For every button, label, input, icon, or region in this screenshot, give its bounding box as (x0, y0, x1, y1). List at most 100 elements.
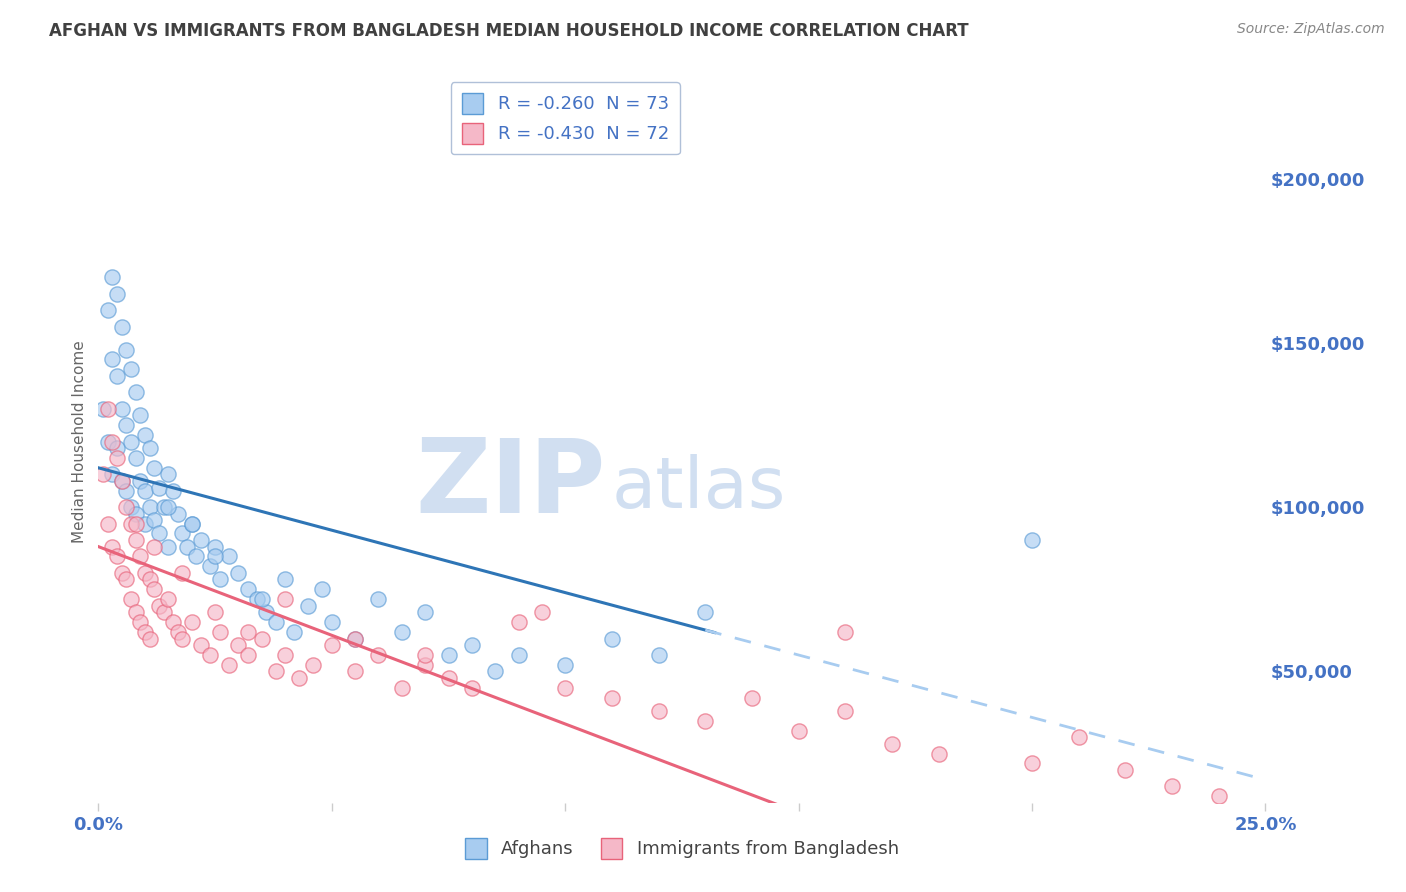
Point (367, 648, 389, 662)
Point (391, 681, 413, 695)
Point (111, 474, 134, 488)
Point (148, 599, 170, 613)
Point (880, 737, 903, 751)
Point (101, 434, 124, 449)
Point (143, 460, 166, 475)
Point (180, 615, 202, 630)
Point (111, 319, 134, 334)
Point (115, 573, 138, 587)
Point (250, 592, 273, 607)
Point (264, 665, 287, 679)
Point (120, 592, 142, 607)
Point (157, 540, 180, 554)
Point (1161, 780, 1184, 794)
Point (1067, 730, 1090, 744)
Point (172, 566, 194, 580)
Point (200, 648, 222, 662)
Point (311, 582, 333, 597)
Point (180, 516, 202, 531)
Point (172, 632, 194, 646)
Point (288, 671, 311, 685)
Point (101, 540, 124, 554)
Point (139, 573, 162, 587)
Point (115, 500, 138, 515)
Point (120, 434, 142, 449)
Point (344, 632, 367, 646)
Point (129, 474, 152, 488)
Point (647, 704, 669, 718)
Point (204, 549, 226, 564)
Point (125, 507, 148, 521)
Point (413, 657, 436, 672)
Legend: Afghans, Immigrants from Bangladesh: Afghans, Immigrants from Bangladesh (458, 830, 905, 866)
Point (101, 270, 124, 285)
Point (166, 507, 188, 521)
Point (218, 657, 240, 672)
Point (111, 401, 134, 416)
Point (1021, 756, 1043, 771)
Point (129, 615, 152, 630)
Point (530, 605, 553, 619)
Point (297, 599, 319, 613)
Point (129, 549, 152, 564)
Point (120, 500, 142, 515)
Point (834, 625, 856, 640)
Point (101, 352, 124, 367)
Point (115, 483, 138, 498)
Point (256, 605, 278, 619)
Point (105, 450, 128, 465)
Point (274, 592, 297, 607)
Point (139, 500, 162, 515)
Point (246, 592, 269, 607)
Point (236, 625, 259, 640)
Point (125, 516, 148, 531)
Point (97, 401, 120, 416)
Point (143, 582, 166, 597)
Point (97, 434, 120, 449)
Point (600, 632, 623, 646)
Point (200, 559, 222, 574)
Point (437, 648, 460, 662)
Point (134, 625, 156, 640)
Point (105, 368, 128, 383)
Point (834, 704, 856, 718)
Point (125, 450, 148, 465)
Point (105, 549, 128, 564)
Point (166, 625, 188, 640)
Point (143, 540, 166, 554)
Point (105, 286, 128, 301)
Point (461, 638, 484, 652)
Point (554, 681, 576, 695)
Point (176, 540, 198, 554)
Point (208, 573, 231, 587)
Text: AFGHAN VS IMMIGRANTS FROM BANGLADESH MEDIAN HOUSEHOLD INCOME CORRELATION CHART: AFGHAN VS IMMIGRANTS FROM BANGLADESH MED… (49, 22, 969, 40)
Point (508, 615, 530, 630)
Text: atlas: atlas (612, 454, 786, 523)
Point (236, 648, 259, 662)
Point (91, 467, 114, 482)
Point (139, 441, 162, 455)
Point (111, 474, 134, 488)
Point (218, 549, 240, 564)
Point (152, 500, 174, 515)
Point (484, 665, 506, 679)
Point (143, 513, 166, 527)
Point (508, 648, 530, 662)
Point (157, 467, 180, 482)
Point (302, 657, 325, 672)
Point (125, 605, 148, 619)
Point (120, 362, 142, 376)
Point (461, 681, 484, 695)
Point (1114, 763, 1136, 777)
Point (695, 605, 717, 619)
Point (236, 582, 259, 597)
Point (554, 657, 576, 672)
Point (228, 638, 250, 652)
Point (162, 483, 184, 498)
Point (367, 592, 389, 607)
Point (97, 303, 120, 318)
Point (600, 690, 623, 705)
Point (928, 747, 950, 761)
Point (139, 632, 162, 646)
Point (321, 615, 343, 630)
